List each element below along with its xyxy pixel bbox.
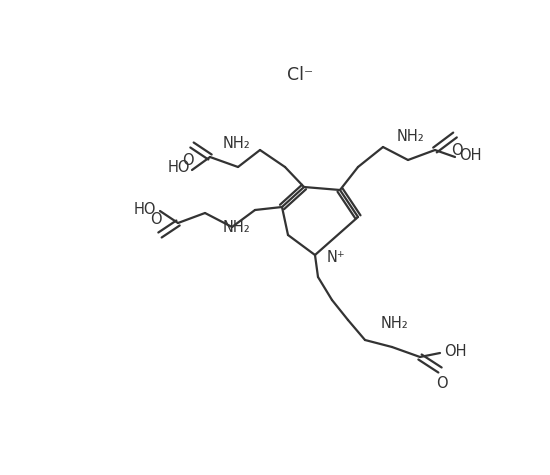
Text: HO: HO (168, 161, 190, 175)
Text: HO: HO (134, 201, 156, 217)
Text: N⁺: N⁺ (327, 249, 345, 265)
Text: NH₂: NH₂ (396, 129, 424, 144)
Text: O: O (150, 212, 162, 227)
Text: NH₂: NH₂ (222, 136, 250, 151)
Text: Cl⁻: Cl⁻ (287, 66, 313, 84)
Text: NH₂: NH₂ (223, 219, 251, 235)
Text: OH: OH (459, 148, 481, 162)
Text: O: O (436, 376, 448, 391)
Text: O: O (182, 153, 194, 168)
Text: NH₂: NH₂ (380, 316, 408, 331)
Text: OH: OH (444, 343, 466, 359)
Text: O: O (451, 143, 463, 158)
